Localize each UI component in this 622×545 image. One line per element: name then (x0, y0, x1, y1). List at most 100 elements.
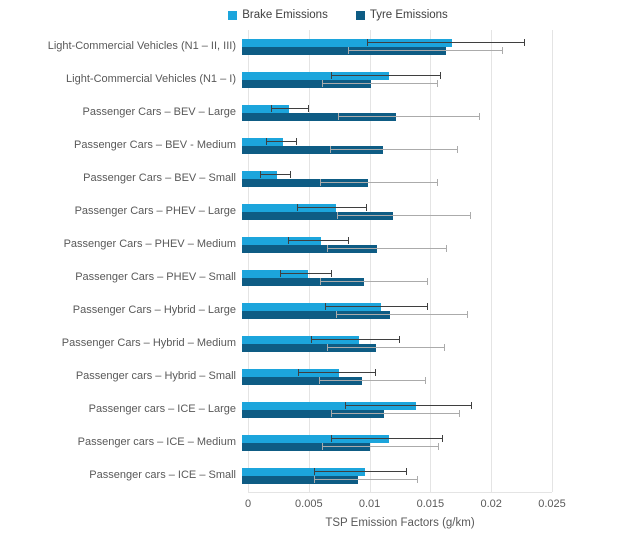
error-bar-part (436, 179, 438, 186)
tyre-error-bar (319, 278, 429, 285)
error-bar-part (271, 105, 273, 112)
error-bar-part (311, 336, 313, 343)
category-label: Passenger Cars – Hybrid – Large (72, 304, 236, 316)
brake-emissions-bar (242, 137, 284, 146)
error-bar-part (319, 179, 321, 186)
error-bar-part (348, 237, 349, 244)
bar-area (242, 294, 546, 327)
category-label: Passenger Cars – Hybrid – Medium (61, 337, 236, 349)
brake-error-bar (330, 72, 442, 79)
category-label: Passenger cars – Hybrid – Small (75, 370, 236, 382)
x-axis-title: TSP Emission Factors (g/km) (325, 517, 475, 529)
tyre-emissions-bar (242, 442, 370, 451)
error-bar-part (367, 39, 369, 46)
category-row: Passenger Cars – PHEV – Small (0, 261, 622, 294)
tyre-emissions-bar (242, 244, 377, 253)
error-bar-part (324, 303, 326, 310)
error-bar-part (311, 339, 401, 340)
tyre-error-bar (322, 80, 438, 87)
error-bar-part (335, 314, 469, 315)
bar-area (242, 195, 546, 228)
error-bar-part (313, 468, 315, 475)
error-bar-part (327, 245, 329, 252)
bar-area (242, 327, 546, 360)
bar-area (242, 393, 546, 426)
x-tick-label: 0 (244, 498, 252, 510)
error-bar-part (313, 471, 408, 472)
error-bar-part (313, 476, 315, 483)
tyre-emissions-bar (242, 310, 391, 319)
error-bar-part (330, 72, 332, 79)
error-bar-part (479, 113, 481, 120)
category-label: Passenger cars – ICE – Medium (77, 436, 236, 448)
category-label: Passenger cars – ICE – Small (89, 469, 236, 481)
category-row: Passenger cars – ICE – Small (0, 459, 622, 492)
tyre-error-bar (329, 146, 459, 153)
brake-emissions-bar (242, 467, 365, 476)
error-bar-part (322, 83, 438, 84)
tyre-emissions-bar (242, 46, 447, 55)
error-bar-part (330, 75, 442, 76)
category-label: Passenger Cars – PHEV – Large (74, 205, 236, 217)
error-bar-part (440, 72, 442, 79)
brake-error-bar (313, 468, 408, 475)
category-row: Passenger Cars – BEV – Small (0, 162, 622, 195)
brake-emissions-bar (242, 170, 278, 179)
tyre-error-bar (322, 443, 439, 450)
bar-area (242, 228, 546, 261)
legend-item-brake: Brake Emissions (228, 9, 328, 21)
error-bar-part (289, 171, 291, 178)
category-row: Passenger Cars – Hybrid – Large (0, 294, 622, 327)
error-bar-part (436, 80, 438, 87)
tyre-error-bar (318, 377, 426, 384)
tyre-emissions-bar (242, 211, 393, 220)
error-bar-part (313, 479, 419, 480)
error-bar-part (327, 248, 448, 249)
bar-area (242, 459, 546, 492)
brake-error-bar (288, 237, 349, 244)
brake-emissions-bar (242, 71, 390, 80)
error-bar-part (322, 80, 324, 87)
error-bar-part (288, 237, 290, 244)
error-bar-part (319, 278, 321, 285)
bar-area (242, 360, 546, 393)
gridline (369, 30, 371, 492)
error-bar-part (322, 443, 324, 450)
bar-area (242, 96, 546, 129)
error-bar-part (330, 410, 332, 417)
category-row: Passenger Cars – Hybrid – Medium (0, 327, 622, 360)
tyre-error-bar (327, 245, 448, 252)
error-bar-part (307, 105, 309, 112)
error-bar-part (319, 182, 438, 183)
tyre-error-bar (330, 410, 460, 417)
legend-label-brake: Brake Emissions (242, 9, 328, 21)
error-bar-part (345, 402, 347, 409)
error-bar-part (441, 435, 443, 442)
x-tick-label: 0.02 (480, 498, 502, 510)
error-bar-part (406, 468, 408, 475)
brake-emissions-bar (242, 434, 390, 443)
error-bar-part (279, 270, 281, 277)
error-bar-part (336, 215, 471, 216)
tyre-error-bar (347, 47, 504, 54)
category-label: Passenger cars – ICE – Large (88, 403, 236, 415)
error-bar-part (296, 204, 298, 211)
category-label: Passenger Cars – BEV – Large (82, 106, 236, 118)
brake-emissions-bar (242, 368, 340, 377)
brake-error-bar (311, 336, 401, 343)
plot-area: Light-Commercial Vehicles (N1 – II, III)… (0, 30, 622, 529)
x-axis-line (248, 492, 552, 493)
bar-area (242, 30, 546, 63)
error-bar-part (324, 306, 429, 307)
error-bar-part (327, 344, 329, 351)
error-bar-part (279, 273, 332, 274)
category-label: Passenger Cars – PHEV – Medium (63, 238, 236, 250)
category-label: Passenger Cars – BEV - Medium (73, 139, 236, 151)
gridline (552, 30, 553, 492)
chart-legend: Brake Emissions Tyre Emissions (54, 0, 622, 21)
category-row: Light-Commercial Vehicles (N1 – II, III) (0, 30, 622, 63)
brake-emissions-bar (242, 236, 322, 245)
bar-area (242, 129, 546, 162)
error-bar-part (469, 212, 471, 219)
error-bar-part (424, 377, 426, 384)
